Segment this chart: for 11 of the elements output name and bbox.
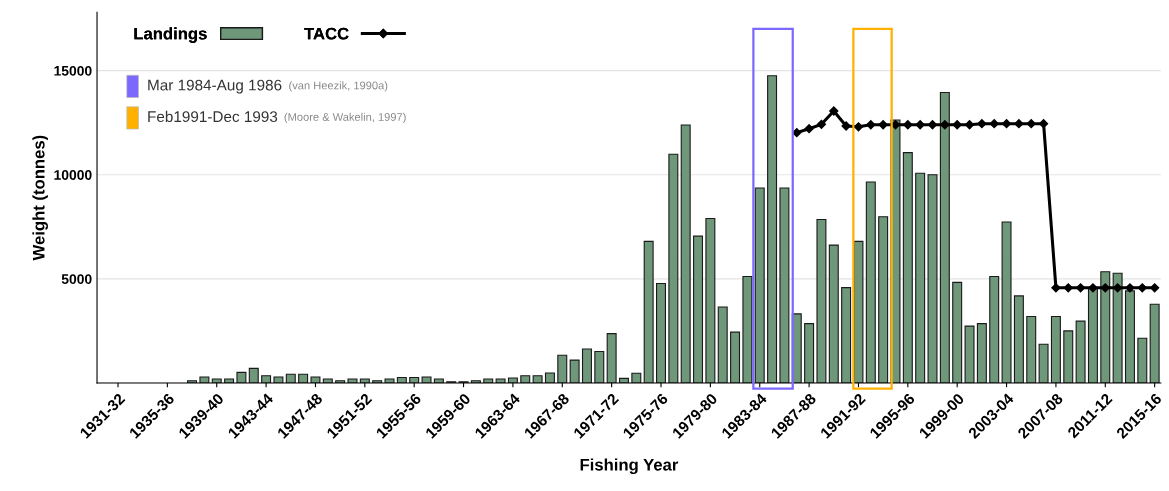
legend-label: TACC	[304, 27, 349, 40]
annotation: Feb1991-Dec 1993	[148, 110, 278, 123]
y-tick-label: 15000	[54, 65, 92, 76]
annotation: (Moore & Wakelin, 1997)	[284, 112, 406, 124]
y-axis-title: Weight (tonnes)	[32, 135, 48, 261]
x-axis-title: Fishing Year	[580, 458, 679, 474]
legend-label: Landings	[134, 27, 207, 43]
annotation: (van Heezik, 1990a)	[289, 81, 388, 92]
y-tick-label: 10000	[54, 170, 92, 180]
annotation: Mar 1984-Aug 1986	[148, 79, 282, 94]
y-tick-label: 5000	[61, 274, 92, 285]
